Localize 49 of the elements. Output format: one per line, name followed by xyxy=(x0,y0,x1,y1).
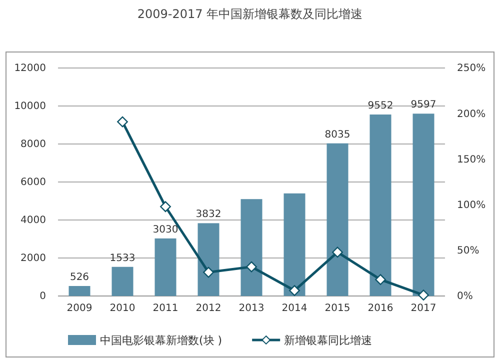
point xyxy=(332,246,343,258)
x-tick-label: 2014 xyxy=(282,303,308,314)
data-label: 8035 xyxy=(324,129,350,140)
y-tick-label: 12000 xyxy=(14,63,46,74)
data-label: 3832 xyxy=(196,209,222,220)
data-label: 1533 xyxy=(110,252,136,264)
data-label: 9597 xyxy=(410,100,436,111)
bar xyxy=(326,143,348,296)
x-tick-label: 2016 xyxy=(368,303,394,314)
bar xyxy=(68,286,90,296)
data-label: 3030 xyxy=(152,224,178,236)
y-tick-label: 2000 xyxy=(20,253,46,264)
legend-label: 中国电影银幕新增数(块 ) xyxy=(100,334,222,347)
bar xyxy=(412,114,434,296)
y2-tick-label: 150% xyxy=(457,154,486,166)
y2-tick-label: 200% xyxy=(457,108,486,120)
x-tick-label: 2013 xyxy=(238,303,264,314)
bar xyxy=(198,223,220,296)
point xyxy=(246,261,257,272)
bar xyxy=(284,193,306,296)
x-tick-label: 2017 xyxy=(410,303,436,314)
x-tick-label: 2009 xyxy=(66,303,92,314)
y-tick-label: 8000 xyxy=(20,139,46,150)
x-tick-label: 2015 xyxy=(324,303,350,314)
bar xyxy=(112,266,134,296)
point xyxy=(375,274,386,286)
point xyxy=(418,290,429,301)
point xyxy=(160,201,171,212)
data-label: 526 xyxy=(70,272,90,284)
y-tick-label: 10000 xyxy=(14,101,46,112)
x-tick-label: 2011 xyxy=(152,303,178,314)
bar xyxy=(154,238,176,296)
y2-tick-label: 250% xyxy=(457,63,486,74)
point xyxy=(289,285,300,296)
x-tick-label: 2010 xyxy=(110,303,136,314)
y2-tick-label: 100% xyxy=(457,200,486,211)
chart-title: 2009-2017 年中国新增银幕数及同比增速 xyxy=(137,7,363,21)
bar xyxy=(370,114,392,296)
y-tick-label: 0 xyxy=(40,291,46,302)
x-tick-label: 2012 xyxy=(196,303,222,314)
y2-tick-label: 0% xyxy=(457,291,473,302)
bar xyxy=(240,199,262,296)
y2-tick-label: 50% xyxy=(457,246,480,257)
data-label: 9552 xyxy=(368,100,394,112)
legend-label: 新增银幕同比增速 xyxy=(284,334,372,347)
point xyxy=(203,266,214,278)
y-tick-label: 6000 xyxy=(20,177,46,188)
point xyxy=(117,116,128,128)
y-tick-label: 4000 xyxy=(20,215,46,226)
